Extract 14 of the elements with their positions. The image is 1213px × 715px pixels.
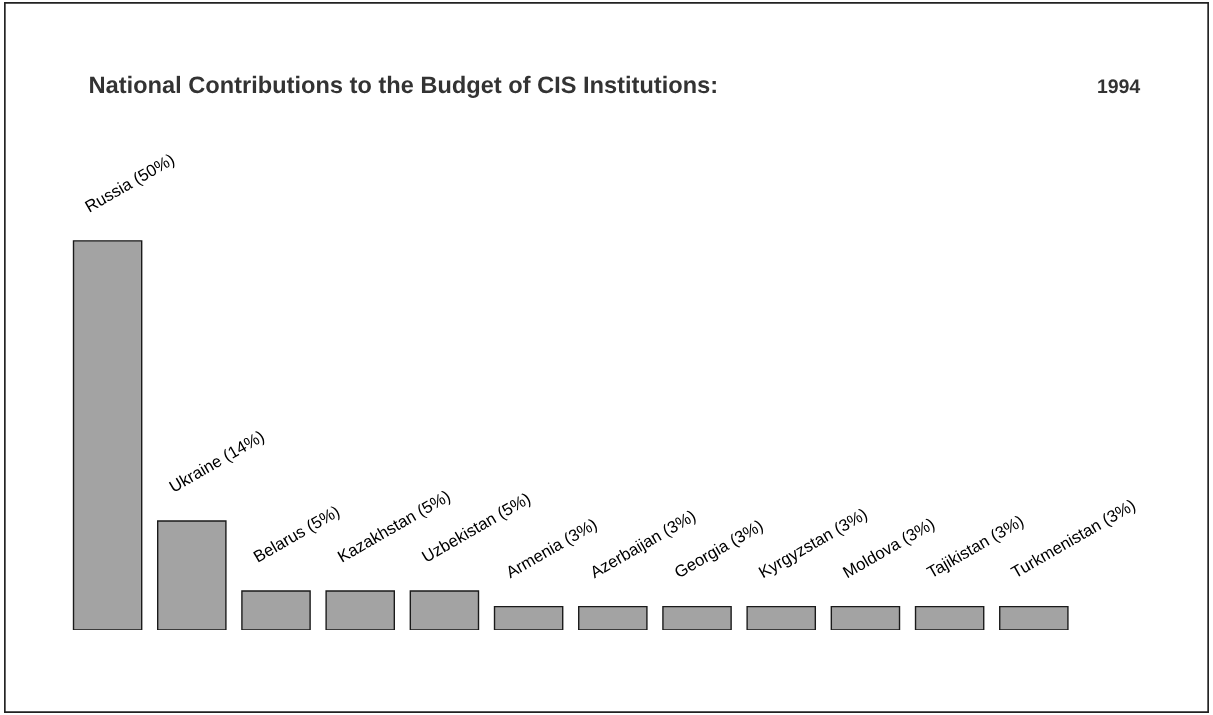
- bar: [578, 605, 648, 630]
- bar: [662, 605, 732, 630]
- bar: [241, 590, 311, 630]
- text: 1994: [1098, 79, 1141, 94]
- bar: [914, 605, 985, 630]
- bar: [999, 605, 1069, 630]
- bar: [746, 605, 817, 630]
- bar: [72, 240, 143, 630]
- bar: [325, 590, 396, 630]
- chart-title: National Contributions to the Budget of CIS Institutions:: [90, 75, 716, 98]
- bar: [157, 520, 227, 630]
- bar: [830, 605, 901, 630]
- bar: [409, 590, 480, 630]
- bar: [493, 605, 564, 630]
